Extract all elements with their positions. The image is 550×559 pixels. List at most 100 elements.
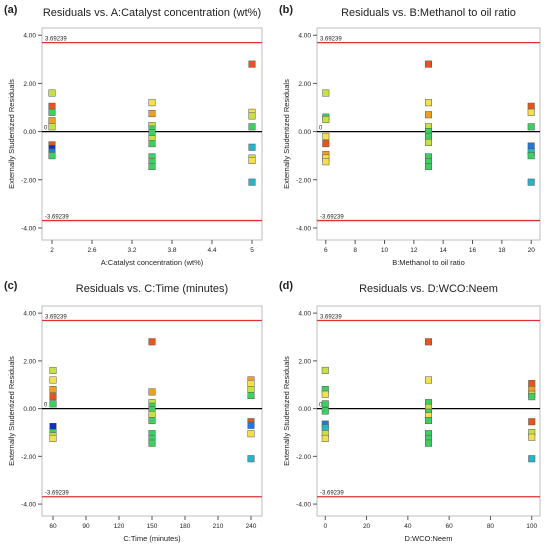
x-tick-label: 180 <box>180 523 191 530</box>
residual-point <box>425 99 432 107</box>
residual-point <box>248 178 256 186</box>
residual-point <box>148 338 156 346</box>
x-axis-label: A:Catalyst concentration (wt%) <box>101 258 204 267</box>
residual-point <box>248 157 256 164</box>
chart-panel-1: (a) Residuals vs. A:Catalyst concentratio… <box>4 4 263 267</box>
residual-point <box>527 178 535 186</box>
residual-point <box>425 163 432 171</box>
residual-point <box>321 424 329 432</box>
residual-point <box>248 112 256 120</box>
x-axis-label: B:Methanol to oil ratio <box>392 258 465 267</box>
residual-point <box>425 417 432 425</box>
y-tick-label: -4.00 <box>21 225 36 232</box>
residual-point <box>48 102 56 110</box>
residual-point <box>528 433 536 441</box>
x-tick-label: 2.6 <box>87 247 96 254</box>
lower-limit-label: -3.69239 <box>45 215 69 221</box>
residual-point <box>528 455 536 463</box>
x-tick-label: 10 <box>381 247 389 254</box>
x-tick-label: 240 <box>246 523 257 530</box>
y-tick-label: 2.00 <box>23 81 36 88</box>
y-tick-label: -2.00 <box>296 177 311 184</box>
y-tick-label: 4.00 <box>23 311 36 318</box>
lower-limit-label: -3.69239 <box>45 491 69 497</box>
residual-point <box>425 138 432 146</box>
residual-point <box>425 132 432 140</box>
x-tick-label: 150 <box>147 523 158 530</box>
lower-limit-label: -3.69239 <box>320 215 344 221</box>
residual-point <box>322 132 330 140</box>
x-tick-label: 16 <box>469 247 477 254</box>
residual-point <box>321 434 329 442</box>
x-tick-label: 8 <box>353 247 357 254</box>
residual-point <box>48 117 56 125</box>
residual-point <box>425 60 432 68</box>
y-tick-label: 4.00 <box>298 33 311 40</box>
residual-point <box>247 386 255 394</box>
y-tick-label: -2.00 <box>296 454 311 461</box>
residual-point <box>247 380 255 388</box>
residual-point <box>148 129 156 137</box>
chart-title: Residuals vs. C:Time (minutes) <box>76 283 228 295</box>
residual-point <box>527 102 535 110</box>
zero-line-label: 0 <box>44 126 48 132</box>
x-axis-label: C:Time (minutes) <box>123 534 181 543</box>
residual-point <box>148 439 156 447</box>
x-tick-label: 60 <box>49 523 57 530</box>
panel-label: (d) <box>279 280 293 292</box>
residual-point <box>425 376 432 384</box>
chart-panel-3: (c) Residuals vs. C:Time (minutes) -4.00 -2… <box>4 280 263 543</box>
residual-point <box>49 376 57 384</box>
y-axis-label: Externally Studentized Residuals <box>282 356 291 466</box>
residual-point <box>322 89 330 97</box>
lower-limit-label: -3.69239 <box>320 491 344 497</box>
chart-title: Residuals vs. D:WCO:Neem <box>359 283 498 295</box>
x-tick-label: 210 <box>213 523 224 530</box>
x-tick-label: 90 <box>82 523 90 530</box>
x-tick-label: 100 <box>526 523 537 530</box>
upper-limit-label: 3.69239 <box>320 314 342 320</box>
x-tick-label: 80 <box>487 523 495 530</box>
y-tick-label: 0.00 <box>23 406 36 413</box>
residual-point <box>148 99 156 107</box>
plot-frame <box>316 305 541 517</box>
residual-point <box>48 152 56 160</box>
x-tick-label: 20 <box>528 247 536 254</box>
x-tick-label: 5 <box>250 247 254 254</box>
panel-label: (a) <box>4 4 18 16</box>
plot-frame <box>316 27 541 241</box>
y-tick-label: 4.00 <box>23 33 36 40</box>
x-axis-label: D:WCO:Neem <box>405 534 453 543</box>
x-tick-label: 4.4 <box>207 247 216 254</box>
residual-point <box>49 434 57 442</box>
residual-point <box>48 108 56 116</box>
residual-point <box>49 366 57 374</box>
residual-point <box>148 388 156 396</box>
residual-point <box>528 380 536 388</box>
upper-limit-label: 3.69239 <box>45 314 67 320</box>
y-tick-label: -2.00 <box>21 177 36 184</box>
residual-point <box>148 140 156 148</box>
residual-point <box>49 393 57 401</box>
x-tick-label: 14 <box>440 247 448 254</box>
x-tick-label: 40 <box>404 523 412 530</box>
residual-point <box>49 423 57 431</box>
panel-label: (b) <box>279 4 293 16</box>
residual-point <box>425 439 432 447</box>
residual-point <box>527 123 535 131</box>
y-tick-label: -4.00 <box>296 502 311 509</box>
residual-point <box>528 418 536 426</box>
x-tick-label: 60 <box>446 523 454 530</box>
y-axis-label: Externally Studentized Residuals <box>282 79 291 189</box>
y-axis-label: Externally Studentized Residuals <box>7 356 16 466</box>
x-tick-label: 18 <box>498 247 506 254</box>
residual-point <box>49 386 57 394</box>
y-tick-label: 2.00 <box>298 358 311 365</box>
residual-point <box>527 152 535 160</box>
residual-point <box>322 158 330 166</box>
chart-title: Residuals vs. A:Catalyst concentration (… <box>43 7 261 19</box>
x-tick-label: 3.8 <box>167 247 176 254</box>
residual-point <box>148 411 156 419</box>
zero-line-label: 0 <box>319 126 323 132</box>
